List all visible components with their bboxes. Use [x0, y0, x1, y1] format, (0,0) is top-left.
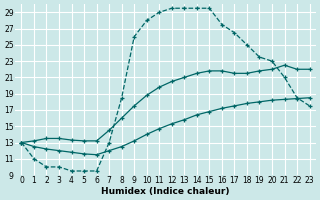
X-axis label: Humidex (Indice chaleur): Humidex (Indice chaleur) — [101, 187, 230, 196]
